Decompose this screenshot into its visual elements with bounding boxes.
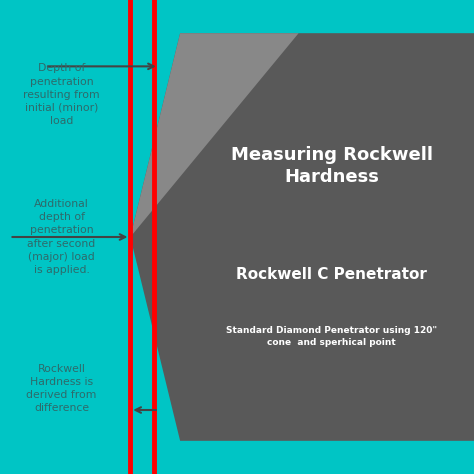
Text: Rockwell C Penetrator: Rockwell C Penetrator xyxy=(237,267,427,283)
Text: Additional
depth of
penetration
after second
(major) load
is applied.: Additional depth of penetration after se… xyxy=(27,199,96,275)
Text: Depth of
penetration
resulting from
initial (minor)
load: Depth of penetration resulting from init… xyxy=(23,64,100,126)
Polygon shape xyxy=(130,33,299,237)
Polygon shape xyxy=(130,33,474,441)
Text: Rockwell
Hardness is
derived from
difference: Rockwell Hardness is derived from differ… xyxy=(27,364,97,413)
Text: Measuring Rockwell
Hardness: Measuring Rockwell Hardness xyxy=(231,146,433,186)
Text: Standard Diamond Penetrator using 120"
cone  and sperhical point: Standard Diamond Penetrator using 120" c… xyxy=(226,326,438,347)
